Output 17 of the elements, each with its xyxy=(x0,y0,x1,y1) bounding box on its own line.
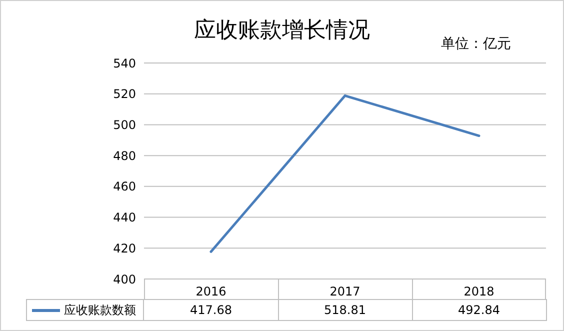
y-tick-label: 420 xyxy=(113,241,136,256)
data-label: 492.84 xyxy=(412,299,547,321)
x-tick-label: 2018 xyxy=(464,284,494,299)
y-tick-label: 480 xyxy=(113,148,136,163)
y-tick-label: 400 xyxy=(113,272,136,286)
x-tick-label: 2017 xyxy=(330,284,360,299)
data-label: 518.81 xyxy=(278,299,413,321)
x-tick-label: 2016 xyxy=(196,284,226,299)
data-label: 417.68 xyxy=(144,299,279,321)
chart-title: 应收账款增长情况 xyxy=(194,18,370,43)
y-tick-label: 500 xyxy=(113,118,136,132)
y-tick-label: 460 xyxy=(113,180,136,194)
legend-label: 应收账款数额 xyxy=(64,302,136,318)
y-tick-label: 520 xyxy=(113,87,136,102)
text: 单位：亿元 xyxy=(441,35,511,53)
y-tick-label: 540 xyxy=(113,56,136,70)
y-tick-label: 440 xyxy=(113,210,136,225)
